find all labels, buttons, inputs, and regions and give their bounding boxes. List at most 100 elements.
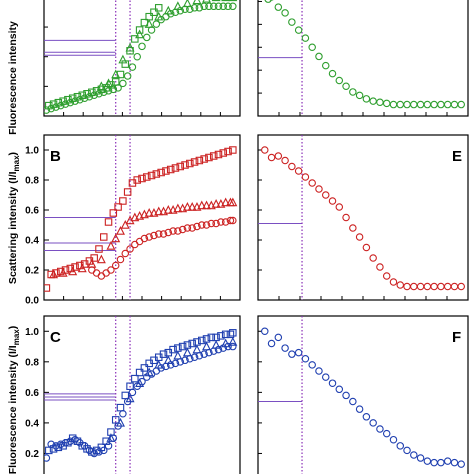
data-point-triangle bbox=[163, 204, 173, 214]
panel-letter: F bbox=[452, 329, 461, 346]
data-point-circle bbox=[181, 356, 189, 365]
data-point-square bbox=[143, 173, 151, 181]
data-point-triangle bbox=[202, 200, 212, 210]
data-point-square bbox=[97, 443, 106, 452]
data-point-circle bbox=[321, 61, 330, 70]
data-point-circle bbox=[104, 442, 113, 450]
data-point-square bbox=[135, 26, 144, 34]
data-point-square bbox=[73, 92, 82, 101]
data-point-square bbox=[193, 338, 201, 346]
data-point-circle bbox=[288, 350, 296, 358]
data-point-circle bbox=[450, 282, 459, 291]
data-point-square bbox=[49, 445, 58, 453]
data-point-circle bbox=[423, 100, 432, 109]
data-point-triangle bbox=[154, 11, 164, 21]
data-point-square bbox=[157, 168, 165, 177]
data-point-circle bbox=[355, 91, 364, 100]
data-point-square bbox=[123, 188, 132, 196]
data-point-circle bbox=[315, 367, 323, 375]
panel-f: F bbox=[257, 315, 469, 474]
data-point-square bbox=[83, 90, 91, 98]
data-point-circle bbox=[389, 100, 398, 109]
data-point-square bbox=[114, 203, 122, 211]
data-point-square bbox=[100, 233, 108, 241]
data-point-square bbox=[54, 443, 63, 452]
data-point-triangle bbox=[154, 206, 164, 216]
panel-letter: B bbox=[50, 148, 61, 165]
data-point-circle bbox=[274, 3, 283, 11]
data-point-circle bbox=[224, 2, 232, 11]
data-point-circle bbox=[301, 355, 310, 363]
plot-frame bbox=[257, 315, 469, 474]
data-point-triangle bbox=[228, 197, 238, 207]
data-point-triangle bbox=[115, 417, 125, 427]
data-point-triangle bbox=[192, 0, 202, 5]
data-point-square bbox=[126, 382, 134, 391]
data-point-circle bbox=[128, 63, 137, 71]
data-point-circle bbox=[229, 2, 237, 11]
data-point-square bbox=[49, 100, 58, 108]
data-point-circle bbox=[457, 460, 465, 468]
y-tick-label: 0.0 bbox=[25, 296, 39, 307]
data-point-square bbox=[104, 218, 113, 226]
data-point-circle bbox=[214, 2, 223, 11]
data-point-circle bbox=[140, 234, 149, 243]
data-point-square bbox=[181, 161, 189, 169]
data-point-square bbox=[217, 332, 225, 340]
data-point-circle bbox=[200, 2, 208, 11]
data-point-circle bbox=[229, 342, 237, 351]
data-point-square bbox=[205, 153, 213, 162]
data-point-circle bbox=[95, 448, 103, 456]
data-point-square bbox=[200, 155, 208, 163]
y-tick-label: 0.8 bbox=[25, 176, 39, 187]
data-point-triangle bbox=[211, 0, 221, 2]
data-point-circle bbox=[119, 79, 127, 88]
data-point-square bbox=[133, 176, 141, 184]
data-point-circle bbox=[281, 9, 289, 17]
data-point-triangle bbox=[144, 19, 154, 28]
data-point-square bbox=[209, 152, 218, 160]
data-point-circle bbox=[190, 4, 199, 12]
data-point-triangle bbox=[58, 267, 68, 277]
data-point-circle bbox=[152, 20, 161, 28]
data-point-circle bbox=[143, 33, 151, 42]
data-point-square bbox=[88, 88, 96, 97]
data-point-triangle bbox=[135, 378, 145, 387]
y-tick-label: 0.6 bbox=[25, 388, 39, 399]
data-point-circle bbox=[450, 458, 459, 467]
data-point-square bbox=[140, 364, 149, 372]
data-point-circle bbox=[403, 282, 411, 291]
y-tick-label: 0.8 bbox=[25, 357, 39, 368]
data-point-circle bbox=[457, 100, 465, 109]
data-point-triangle bbox=[228, 336, 238, 346]
data-point-circle bbox=[382, 272, 391, 280]
y-axis-label-top: Fluorescence intensity bbox=[7, 21, 19, 135]
data-point-square bbox=[54, 98, 63, 107]
data-point-circle bbox=[335, 76, 344, 85]
data-point-square bbox=[121, 391, 130, 400]
data-point-circle bbox=[410, 451, 418, 459]
panel-c: 1.0 0.8 0.6 0.4 0.2 C bbox=[25, 315, 241, 474]
data-point-circle bbox=[190, 353, 199, 361]
data-point-circle bbox=[430, 282, 438, 291]
data-point-circle bbox=[294, 26, 303, 34]
data-point-triangle bbox=[211, 340, 221, 349]
data-point-circle bbox=[111, 261, 120, 270]
data-point-square bbox=[111, 416, 120, 424]
data-point-triangle bbox=[221, 197, 231, 207]
data-point-circle bbox=[274, 152, 283, 160]
data-point-circle bbox=[145, 233, 153, 241]
data-point-circle bbox=[308, 43, 316, 52]
y-tick-label: 0.4 bbox=[25, 236, 39, 247]
data-point-square bbox=[178, 342, 187, 351]
data-point-square bbox=[198, 336, 206, 345]
y-axis-label-bottom: Fluorescence intensity (I/Imax) bbox=[7, 326, 21, 474]
data-point-triangle bbox=[173, 1, 183, 11]
data-point-circle bbox=[355, 233, 364, 241]
data-point-square bbox=[174, 344, 182, 352]
data-point-circle bbox=[342, 213, 350, 222]
data-point-circle bbox=[443, 282, 452, 291]
data-point-circle bbox=[369, 419, 377, 427]
data-point-circle bbox=[308, 179, 316, 187]
data-point-circle bbox=[217, 218, 225, 226]
